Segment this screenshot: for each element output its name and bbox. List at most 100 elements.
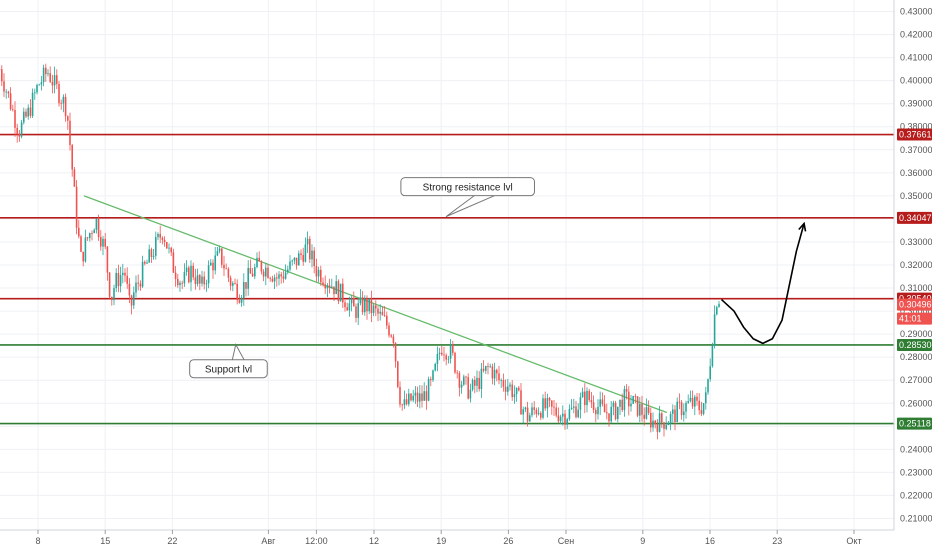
candle-body (546, 398, 549, 409)
candle-body (130, 295, 133, 306)
candle-body (324, 284, 326, 289)
candle-body (661, 413, 663, 423)
candle-body (658, 413, 661, 432)
candle-body (357, 303, 359, 318)
time-tick-label: Авг (261, 536, 276, 546)
candle-body (537, 412, 540, 415)
candle-body (295, 257, 298, 266)
candle-body (170, 247, 172, 253)
candle-body (69, 120, 71, 146)
candle-body (113, 288, 115, 301)
candle-body (317, 269, 320, 277)
price-tick-label: 0.36000 (900, 168, 932, 178)
candle-body (588, 390, 590, 401)
candle-body (247, 267, 249, 289)
candle-body (647, 407, 650, 414)
candle-body (531, 407, 533, 416)
candle-body (493, 369, 496, 379)
price-tick-label: 0.23000 (900, 467, 932, 477)
candle-body (309, 238, 311, 260)
candle-body (645, 407, 648, 419)
candle-body (73, 169, 76, 187)
candle-body (551, 400, 553, 407)
candle-body (289, 261, 291, 270)
candle-body (291, 260, 293, 262)
candle-body (139, 283, 142, 287)
candle-body (185, 267, 188, 272)
candle-body (216, 251, 219, 256)
candle-body (612, 402, 615, 407)
candle-body (177, 278, 179, 286)
candle-body (526, 407, 529, 422)
candle-body (249, 267, 252, 274)
candle-body (42, 67, 45, 83)
candle-body (518, 387, 520, 391)
candle-body (625, 389, 628, 392)
candle-body (709, 366, 711, 380)
candle-body (504, 386, 507, 392)
candle-body (225, 268, 227, 270)
candle-body (168, 247, 170, 249)
candle-body (685, 402, 687, 412)
candle-body (595, 409, 597, 415)
candle-body (696, 396, 698, 401)
callout-box (189, 359, 268, 379)
candle-body (707, 379, 709, 393)
candle-body (698, 400, 700, 411)
candle-body (192, 265, 194, 278)
candle-body (471, 379, 474, 390)
candle-body (390, 335, 392, 337)
candle-body (430, 379, 432, 381)
candle-body (606, 412, 608, 414)
candle-body (117, 272, 120, 287)
candle-body (542, 398, 544, 418)
grid-lines (0, 0, 894, 530)
candle-body (122, 272, 124, 276)
candle-body (566, 419, 568, 425)
candle-body (689, 397, 692, 402)
candle-body (18, 133, 21, 137)
candle-body (223, 264, 225, 269)
candle-body (544, 398, 546, 409)
candle-body (564, 413, 566, 425)
candle-body (269, 277, 271, 279)
candle-body (452, 344, 454, 353)
candle-body (166, 242, 168, 249)
candle-body (302, 254, 304, 262)
candle-body (256, 257, 258, 268)
candle-body (313, 250, 315, 267)
time-tick-label: Сен (558, 536, 575, 546)
candle-body (280, 274, 282, 277)
candle-body (119, 275, 122, 287)
candle-body (148, 249, 150, 263)
candle-body (603, 404, 606, 413)
candle-body (397, 361, 399, 387)
candle-body (628, 391, 630, 407)
candle-body (82, 251, 84, 262)
candle-body (293, 257, 296, 261)
price-tick-label: 0.38000 (900, 122, 932, 132)
candle-body (174, 272, 177, 279)
candle-body (331, 286, 333, 288)
candle-body (535, 409, 538, 415)
candle-body (27, 107, 29, 117)
candle-body (614, 402, 617, 420)
price-tick-label: 0.21000 (900, 513, 932, 523)
time-tick-label: 9 (640, 536, 645, 546)
candle-body (60, 103, 62, 104)
candle-body (456, 372, 458, 374)
candle-body (423, 391, 425, 401)
candle-body (328, 285, 331, 288)
candle-body (163, 239, 166, 243)
candle-body (56, 75, 58, 84)
candle-body (416, 392, 419, 402)
candle-body (159, 233, 161, 238)
candle-body (449, 344, 452, 359)
candle-body (93, 229, 95, 234)
candle-body (491, 366, 494, 379)
candle-body (586, 390, 588, 406)
candle-body (75, 186, 78, 228)
candle-body (278, 274, 280, 279)
level-price-badge-bg (897, 128, 932, 141)
